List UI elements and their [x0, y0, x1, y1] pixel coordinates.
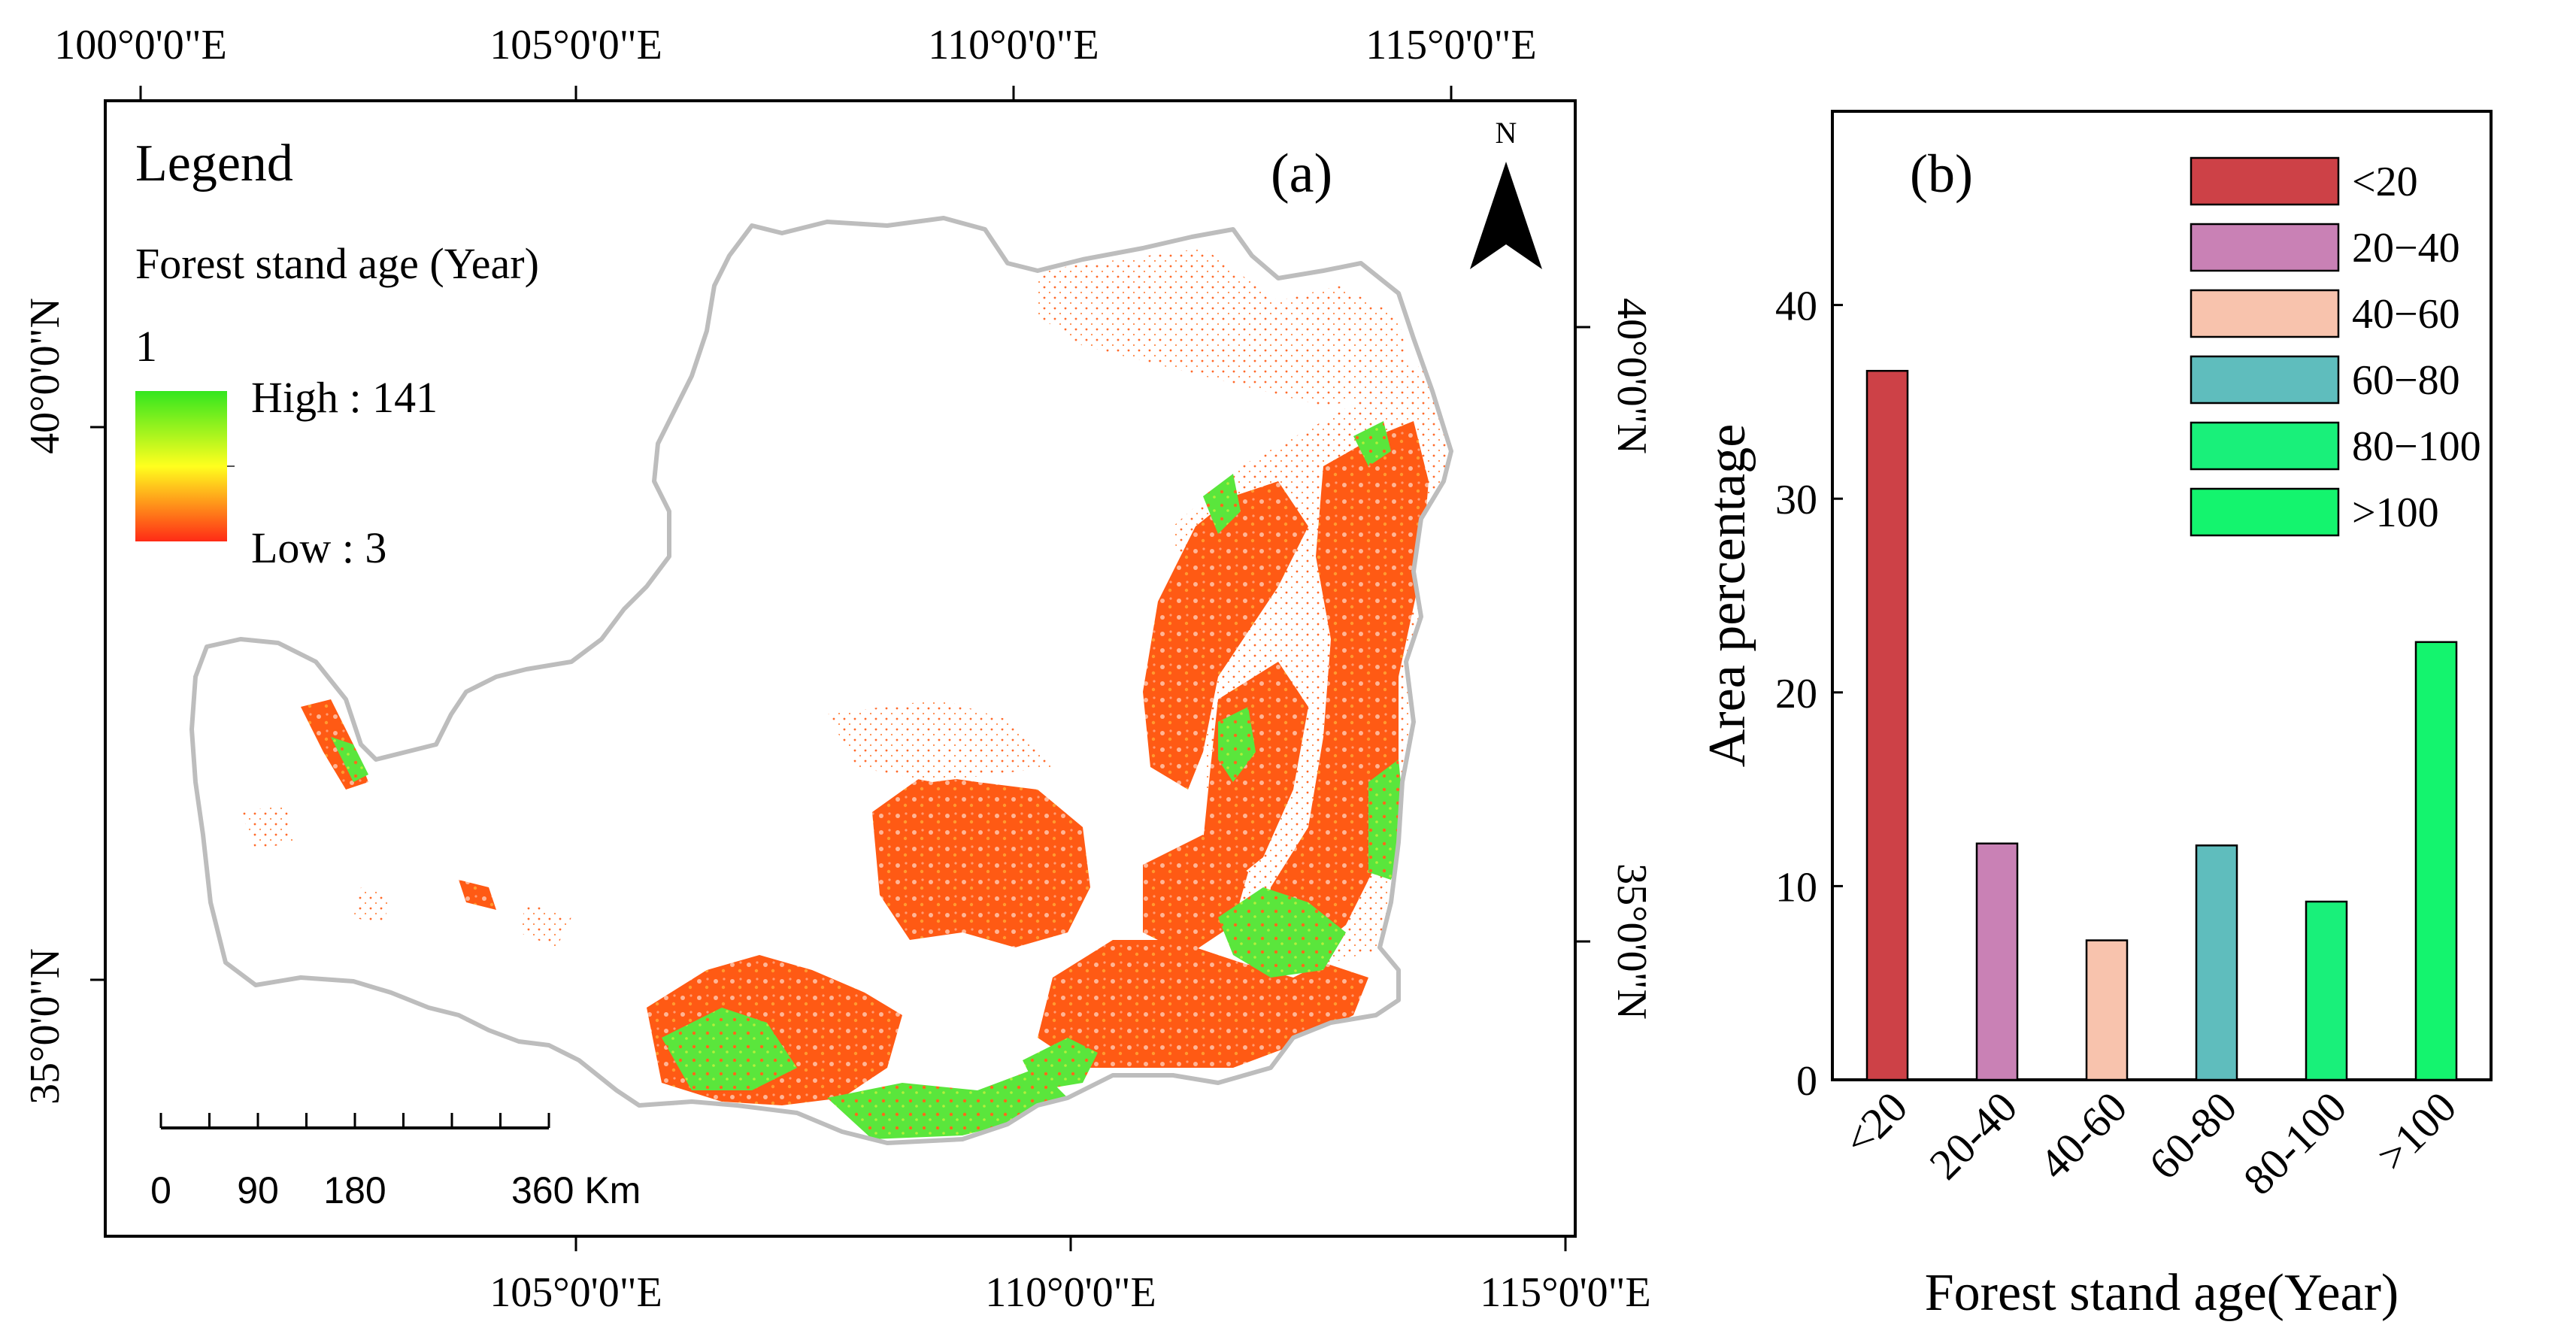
y-axis: 0 10 20 30 40: [1775, 283, 1843, 1105]
graticule-ticks: [90, 86, 1590, 1251]
north-arrow-icon: [1470, 162, 1542, 269]
legend-title: Legend: [135, 135, 293, 193]
bar: [2305, 900, 2348, 1081]
x-tick-label: >100: [2368, 1082, 2466, 1181]
bar: [2414, 641, 2458, 1081]
lat-tick-left-35: 35°0'0"N: [22, 948, 68, 1105]
lon-tick-top-105: 105°0'0"E: [489, 22, 662, 68]
legend-swatch: [2190, 289, 2340, 338]
lat-tick-left-40: 40°0'0"N: [22, 298, 68, 454]
bar: [1865, 369, 1909, 1081]
x-tick-label: 80-100: [2234, 1082, 2356, 1204]
y-tick-label: 30: [1775, 477, 1817, 523]
lon-tick-bottom-105: 105°0'0"E: [489, 1269, 662, 1316]
legend-low-label: Low : 3: [251, 523, 386, 572]
lat-tick-right-40: 40°0'0"N: [1608, 298, 1655, 454]
lon-tick-top-115: 115°0'0"E: [1365, 22, 1536, 68]
y-tick-label: 40: [1775, 283, 1817, 330]
x-tick-label: 60-80: [2140, 1082, 2247, 1189]
legend-swatch: [2190, 421, 2340, 471]
forest-raster: [241, 248, 1451, 1139]
lon-tick-bottom-115: 115°0'0"E: [1480, 1269, 1650, 1316]
x-tick-label: 20-40: [1920, 1082, 2027, 1189]
x-tick-label: 40-60: [2030, 1082, 2137, 1189]
y-axis-label: Area percentage: [1699, 424, 1756, 768]
legend-swatch: [2190, 223, 2340, 272]
legend-entry-label: 40−60: [2352, 291, 2460, 338]
y-tick-label: 0: [1796, 1058, 1817, 1105]
legend-swatch: [2190, 355, 2340, 405]
bar: [2195, 844, 2238, 1081]
legend-entry-label: 60−80: [2352, 357, 2460, 404]
legend-swatch: [2190, 156, 2340, 206]
lat-tick-right-35: 35°0'0"N: [1608, 863, 1655, 1020]
x-tick-label: <20: [1834, 1082, 1917, 1165]
legend-high-label: High : 141: [251, 373, 438, 422]
legend-entry-label: <20: [2352, 159, 2418, 205]
legend-index: 1: [135, 322, 157, 371]
loess-plateau-region: [189, 216, 1453, 1145]
region-outline: [189, 216, 1453, 1145]
legend-entry-label: 20−40: [2352, 225, 2460, 271]
color-ramp: [135, 391, 227, 541]
panel-label-a: (a): [1271, 143, 1332, 205]
lon-tick-top-110: 110°0'0"E: [928, 22, 1099, 68]
legend-subtitle: Forest stand age (Year): [135, 239, 539, 288]
lon-tick-top-100: 100°0'0"E: [54, 22, 227, 68]
scale-label-180: 180: [323, 1169, 386, 1211]
legend-entry-label: >100: [2352, 490, 2439, 536]
y-tick-label: 10: [1775, 864, 1817, 911]
bars: [1865, 369, 2458, 1081]
scale-label-90: 90: [237, 1169, 279, 1211]
scale-bar: 0 90 180 360 Km: [150, 1113, 641, 1211]
panel-label-b: (b): [1910, 144, 1973, 204]
lon-tick-bottom-110: 110°0'0"E: [985, 1269, 1156, 1316]
scale-label-360: 360 Km: [511, 1169, 641, 1211]
scale-label-0: 0: [150, 1169, 171, 1211]
bar: [1975, 842, 2019, 1081]
north-label: N: [1496, 116, 1517, 150]
bar: [2085, 939, 2129, 1081]
chart-frame: [1831, 110, 2493, 1081]
map-panel: 100°0'0"E 105°0'0"E 110°0'0"E 115°0'0"E …: [22, 22, 1655, 1316]
y-tick-label: 20: [1775, 671, 1817, 717]
legend-entry-label: 80−100: [2352, 423, 2481, 470]
chart-legend: <20 20−40 40−60 60−80 80−100 >100: [2190, 156, 2481, 537]
legend-swatch: [2190, 487, 2340, 537]
x-axis-label: Forest stand age(Year): [1925, 1264, 2399, 1322]
